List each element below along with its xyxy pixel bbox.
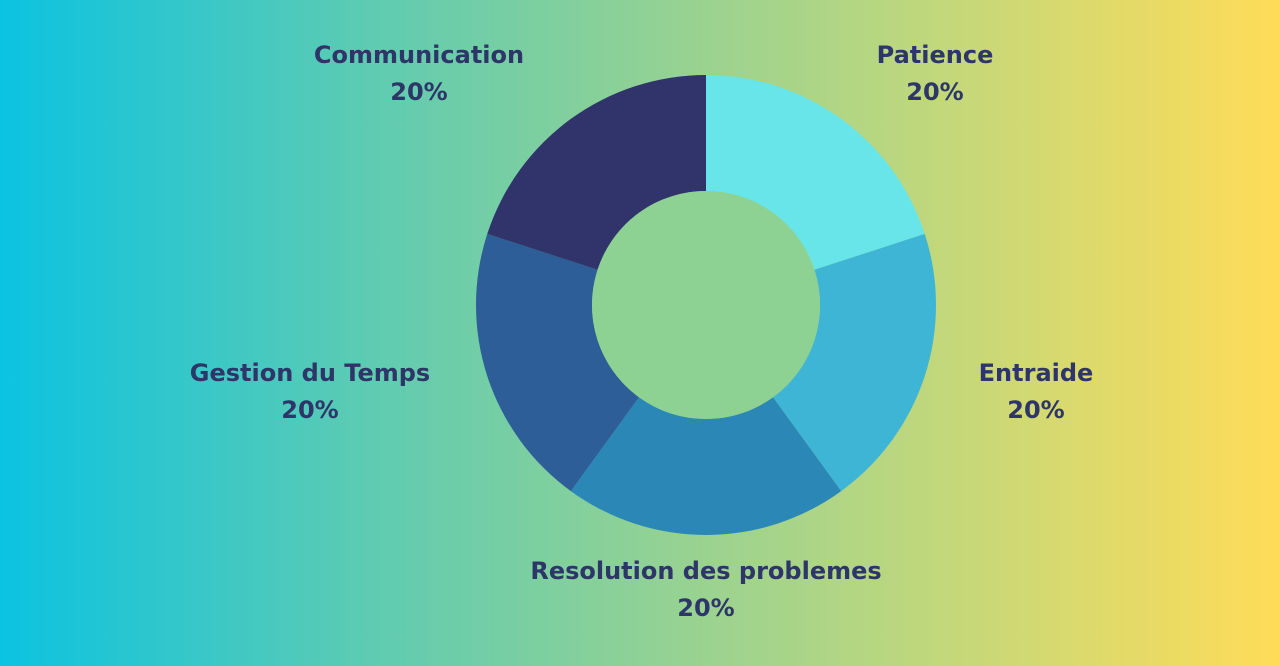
slice-patience [706, 75, 925, 270]
label-communication-value: 20% [390, 78, 448, 106]
label-resolution: Resolution des problemes 20% [530, 553, 881, 627]
label-communication-name: Communication [313, 41, 525, 69]
label-patience: Patience 20% [877, 37, 994, 111]
label-entraide-value: 20% [1007, 396, 1065, 424]
label-gestion-value: 20% [281, 396, 339, 424]
label-communication: Communication 20% [314, 37, 524, 111]
label-resolution-name: Resolution des problemes [530, 557, 882, 585]
label-entraide: Entraide 20% [979, 355, 1094, 429]
slice-communication [487, 75, 706, 270]
label-patience-name: Patience [876, 41, 994, 69]
label-gestion: Gestion du Temps 20% [190, 355, 430, 429]
slice-gestion-du-temps [476, 233, 639, 492]
label-resolution-value: 20% [677, 594, 735, 622]
label-patience-value: 20% [906, 78, 964, 106]
label-entraide-name: Entraide [978, 359, 1094, 387]
donut-hole [592, 191, 820, 419]
donut-slices [476, 75, 936, 535]
slice-resolution-des-problemes [570, 397, 842, 535]
label-gestion-name: Gestion du Temps [189, 359, 431, 387]
slice-entraide [773, 233, 936, 492]
